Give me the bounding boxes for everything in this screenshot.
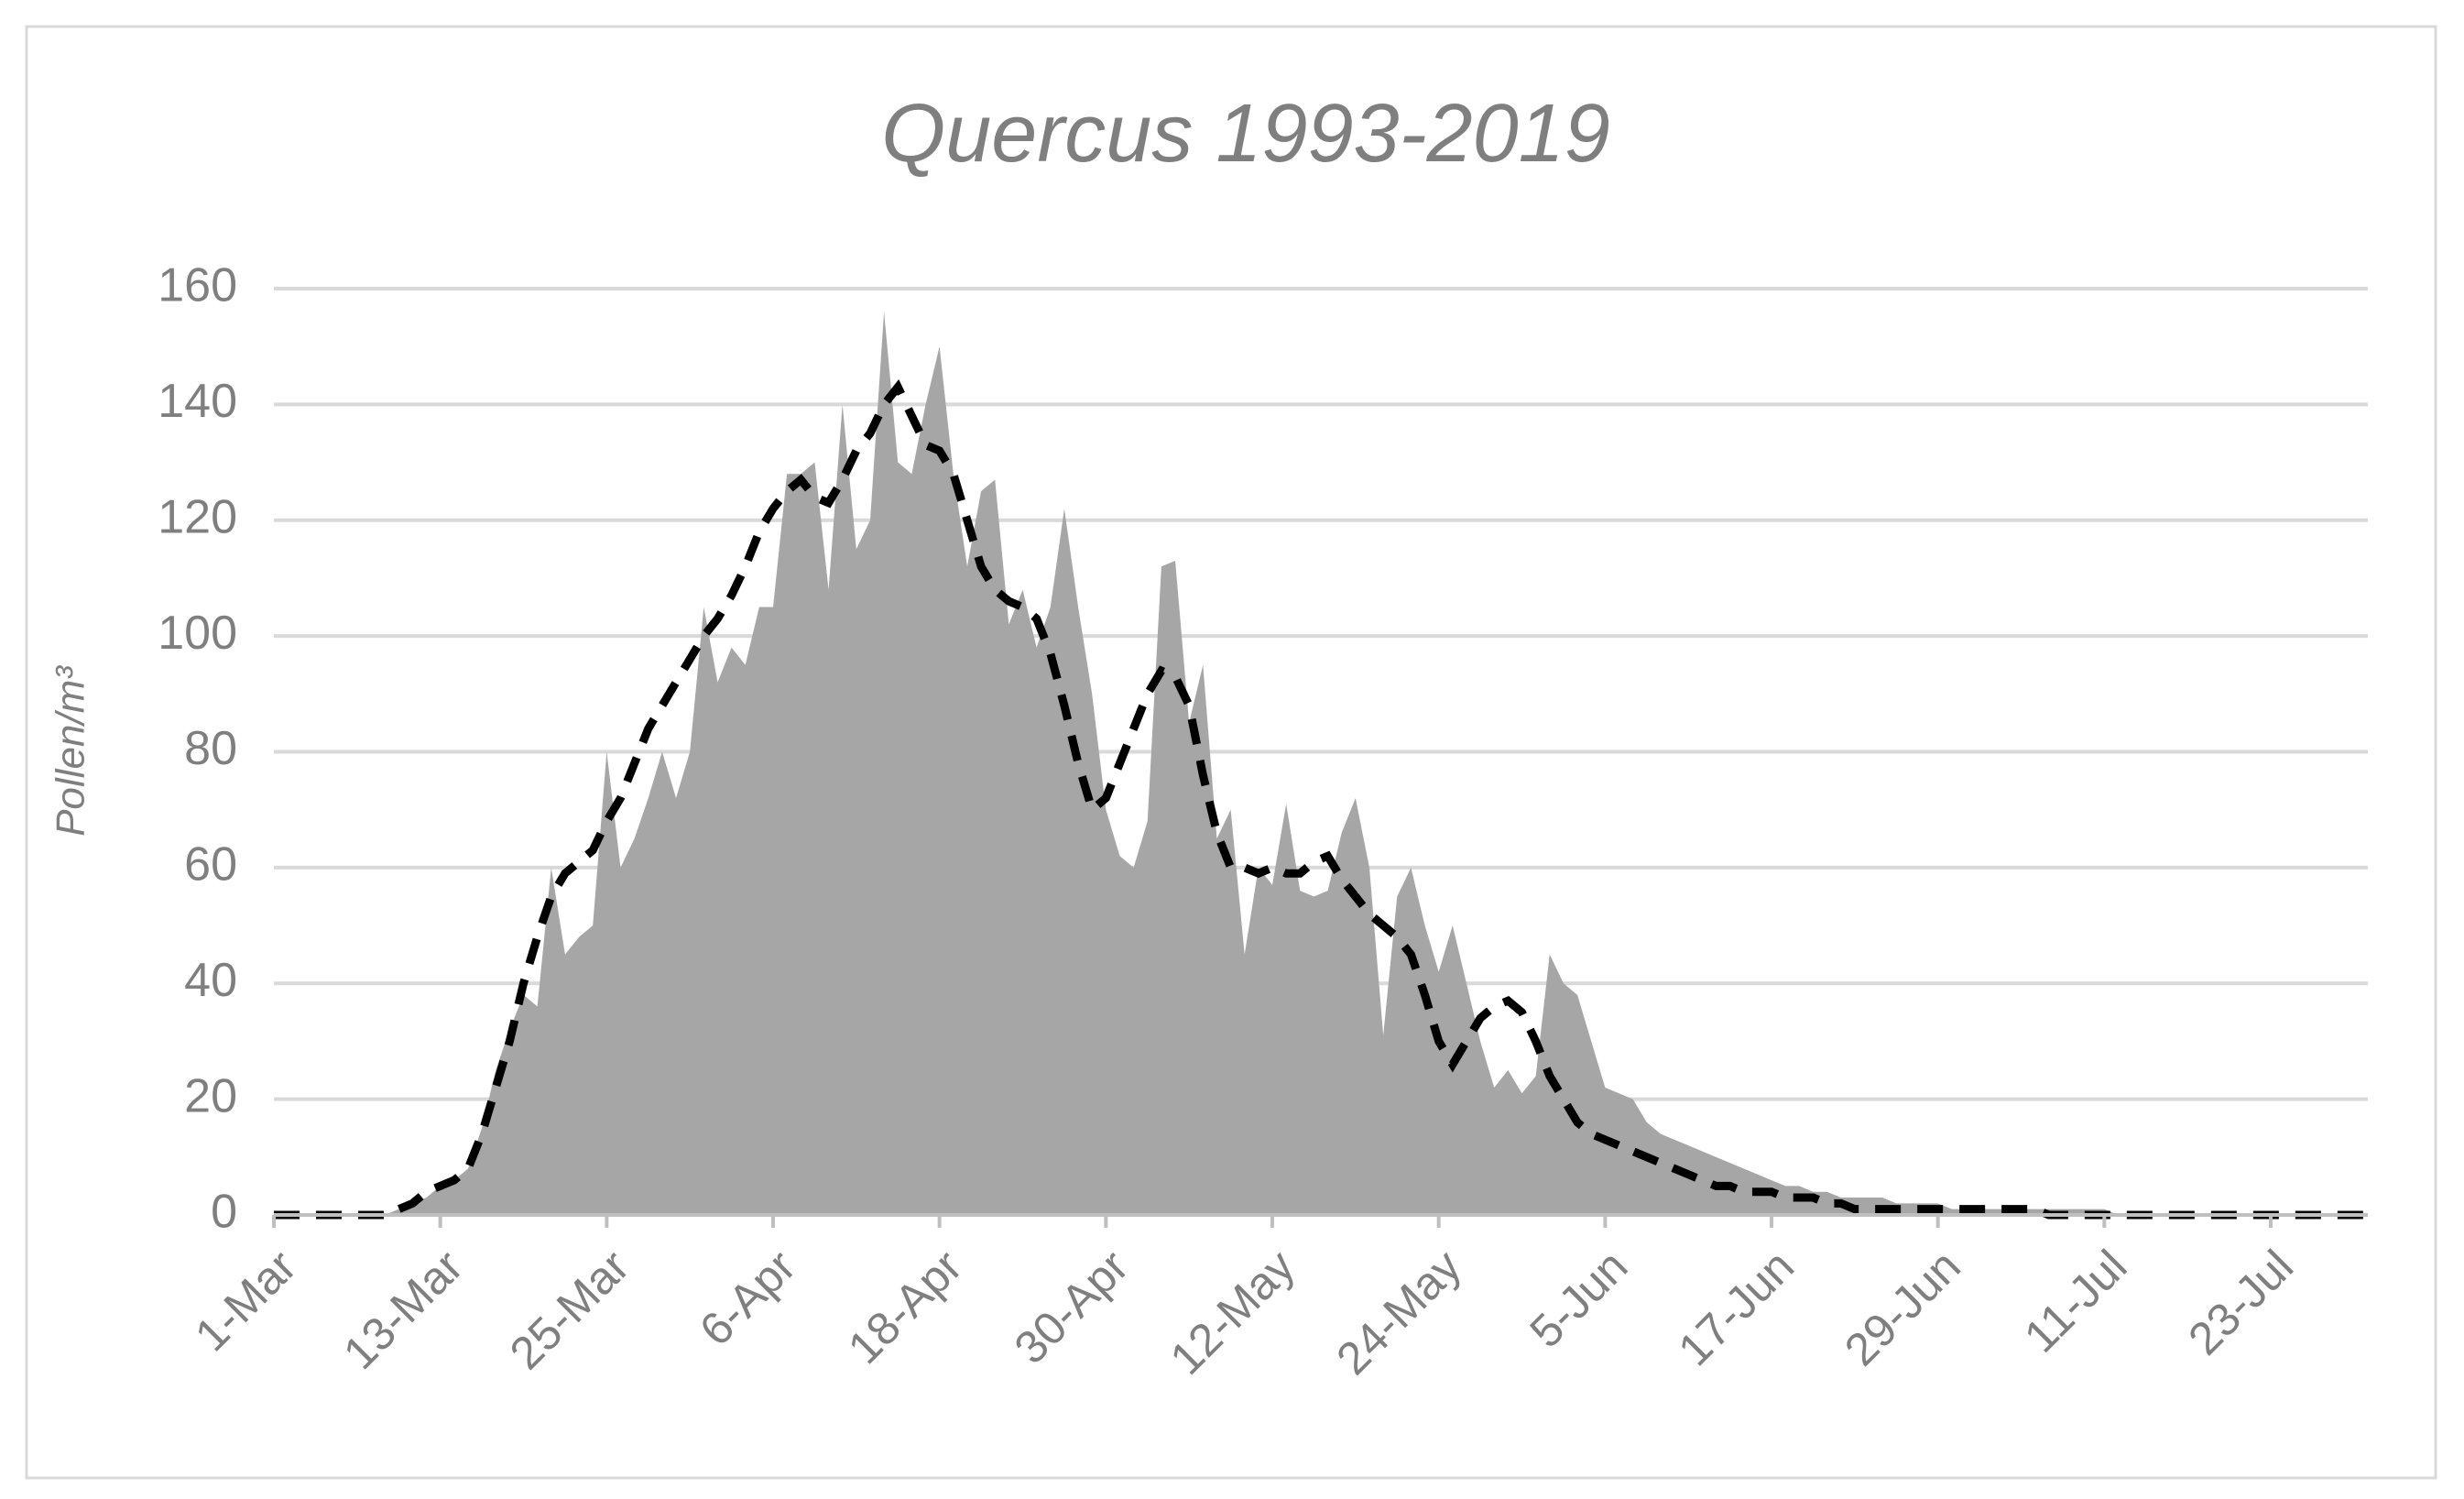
line	[274, 379, 2368, 1220]
y-tick-label: 160	[158, 259, 237, 312]
chart-title: Quercus 1993-2019	[881, 88, 1610, 180]
y-tick-label: 100	[158, 607, 237, 660]
y-tick-label: 0	[211, 1186, 237, 1239]
y-tick-label: 80	[184, 722, 237, 775]
y-tick-label: 40	[184, 954, 237, 1007]
y-tick-label: 20	[184, 1069, 237, 1122]
y-tick-label: 120	[158, 490, 237, 543]
area	[274, 312, 2368, 1215]
y-tick-label: 60	[184, 838, 237, 892]
y-tick-label: 140	[158, 375, 237, 428]
y-axis-label: Pollen/m³	[49, 665, 93, 837]
